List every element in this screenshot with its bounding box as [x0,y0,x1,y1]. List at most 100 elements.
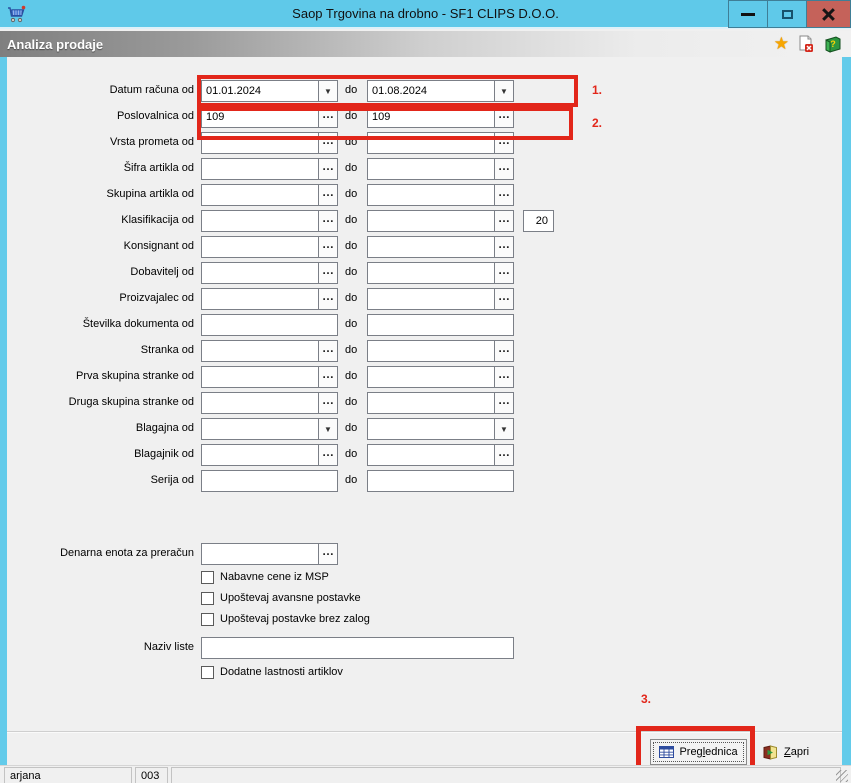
ellipsis-lookup-icon-row15[interactable]: … [494,445,513,465]
range-from-field-row9: … [201,288,338,310]
checkbox-1[interactable] [201,571,214,584]
range-to-input-row5[interactable] [368,185,494,205]
list-name-field [201,637,514,659]
currency-lookup-button[interactable]: … [318,544,337,564]
do-label: do [345,188,358,200]
range-from-input-row8[interactable] [202,263,318,283]
range-to-input-row12[interactable] [368,367,494,387]
ellipsis-lookup-icon-row15[interactable]: … [318,445,337,465]
ellipsis-lookup-icon-row8[interactable]: … [318,263,337,283]
ellipsis-lookup-icon-row7[interactable]: … [494,237,513,257]
range-to-field-row13: … [367,392,514,414]
range-to-input-row4[interactable] [368,159,494,179]
dropdown-arrow-icon-row14[interactable]: ▼ [494,419,513,439]
checkbox-2[interactable] [201,592,214,605]
range-from-field-row5: … [201,184,338,206]
do-label: do [345,370,358,382]
ellipsis-lookup-icon-row9[interactable]: … [318,289,337,309]
range-from-input-row7[interactable] [202,237,318,257]
currency-input[interactable] [202,544,318,564]
range-from-input-row1[interactable] [202,81,318,101]
range-from-input-row9[interactable] [202,289,318,309]
minimize-button[interactable] [728,0,768,28]
range-to-input-row15[interactable] [368,445,494,465]
dropdown-arrow-icon-row14[interactable]: ▼ [318,419,337,439]
range-to-field-row12: … [367,366,514,388]
ellipsis-lookup-icon-row2[interactable]: … [318,107,337,127]
list-name-input[interactable] [202,638,513,658]
ellipsis-lookup-icon-row4[interactable]: … [318,159,337,179]
checkbox-row-2: Upoštevaj avansne postavke [201,592,370,613]
field-label: Klasifikacija od [121,214,194,226]
classification-extra-input[interactable] [523,210,554,232]
preglednica-button[interactable]: Preglednica [650,739,747,765]
range-to-input-row6[interactable] [368,211,494,231]
window-titlebar: Saop Trgovina na drobno - SF1 CLIPS D.O.… [0,0,851,29]
range-to-input-row14[interactable] [368,419,494,439]
do-label: do [345,474,358,486]
range-to-input-row9[interactable] [368,289,494,309]
do-label: do [345,344,358,356]
form-row-11: Stranka od… do… [0,340,600,362]
ellipsis-lookup-icon-row9[interactable]: … [494,289,513,309]
ellipsis-lookup-icon-row7[interactable]: … [318,237,337,257]
range-from-input-row13[interactable] [202,393,318,413]
do-label: do [345,396,358,408]
ellipsis-lookup-icon-row11[interactable]: … [494,341,513,361]
range-to-input-row10[interactable] [368,315,513,335]
ellipsis-lookup-icon-row2[interactable]: … [494,107,513,127]
range-to-input-row3[interactable] [368,133,494,153]
range-to-input-row8[interactable] [368,263,494,283]
ellipsis-lookup-icon-row6[interactable]: … [494,211,513,231]
ellipsis-lookup-icon-row5[interactable]: … [318,185,337,205]
range-from-input-row11[interactable] [202,341,318,361]
ellipsis-lookup-icon-row5[interactable]: … [494,185,513,205]
ellipsis-lookup-icon-row12[interactable]: … [318,367,337,387]
do-label: do [345,110,358,122]
range-from-input-row12[interactable] [202,367,318,387]
range-to-field-row11: … [367,340,514,362]
ellipsis-lookup-icon-row13[interactable]: … [494,393,513,413]
ellipsis-lookup-icon-row3[interactable]: … [318,133,337,153]
range-from-field-row6: … [201,210,338,232]
favorite-star-icon[interactable]: ★ [773,34,789,53]
zapri-button[interactable]: Zapri [762,741,809,763]
ellipsis-lookup-icon-row12[interactable]: … [494,367,513,387]
range-from-input-row6[interactable] [202,211,318,231]
field-label: Prva skupina stranke od [75,370,194,382]
checkbox-row-3: Upoštevaj postavke brez zalog [201,613,370,634]
range-to-input-row13[interactable] [368,393,494,413]
ellipsis-lookup-icon-row4[interactable]: … [494,159,513,179]
range-to-input-row1[interactable] [368,81,494,101]
ellipsis-lookup-icon-row13[interactable]: … [318,393,337,413]
range-to-field-row3: … [367,132,514,154]
do-label: do [345,266,358,278]
help-book-icon[interactable]: ? [823,35,842,53]
close-button[interactable] [806,0,851,28]
range-to-input-row2[interactable] [368,107,494,127]
range-from-input-row4[interactable] [202,159,318,179]
range-from-input-row5[interactable] [202,185,318,205]
range-to-input-row11[interactable] [368,341,494,361]
range-to-input-row7[interactable] [368,237,494,257]
range-to-input-row16[interactable] [368,471,513,491]
range-from-input-row10[interactable] [202,315,337,335]
field-label: Blagajna od [135,422,194,434]
range-from-input-row3[interactable] [202,133,318,153]
dropdown-arrow-icon-row1[interactable]: ▼ [318,81,337,101]
range-from-input-row2[interactable] [202,107,318,127]
range-from-input-row14[interactable] [202,419,318,439]
dropdown-arrow-icon-row1[interactable]: ▼ [494,81,513,101]
export-delete-icon[interactable] [798,35,814,53]
ellipsis-lookup-icon-row3[interactable]: … [494,133,513,153]
form-row-15: Blagajnik od… do… [0,444,600,466]
resize-grip[interactable] [836,770,848,782]
ellipsis-lookup-icon-row6[interactable]: … [318,211,337,231]
maximize-button[interactable] [767,0,807,28]
range-from-input-row15[interactable] [202,445,318,465]
checkbox-3[interactable] [201,613,214,626]
ellipsis-lookup-icon-row11[interactable]: … [318,341,337,361]
ellipsis-lookup-icon-row8[interactable]: … [494,263,513,283]
extra-attributes-checkbox[interactable] [201,666,214,679]
range-from-input-row16[interactable] [202,471,337,491]
